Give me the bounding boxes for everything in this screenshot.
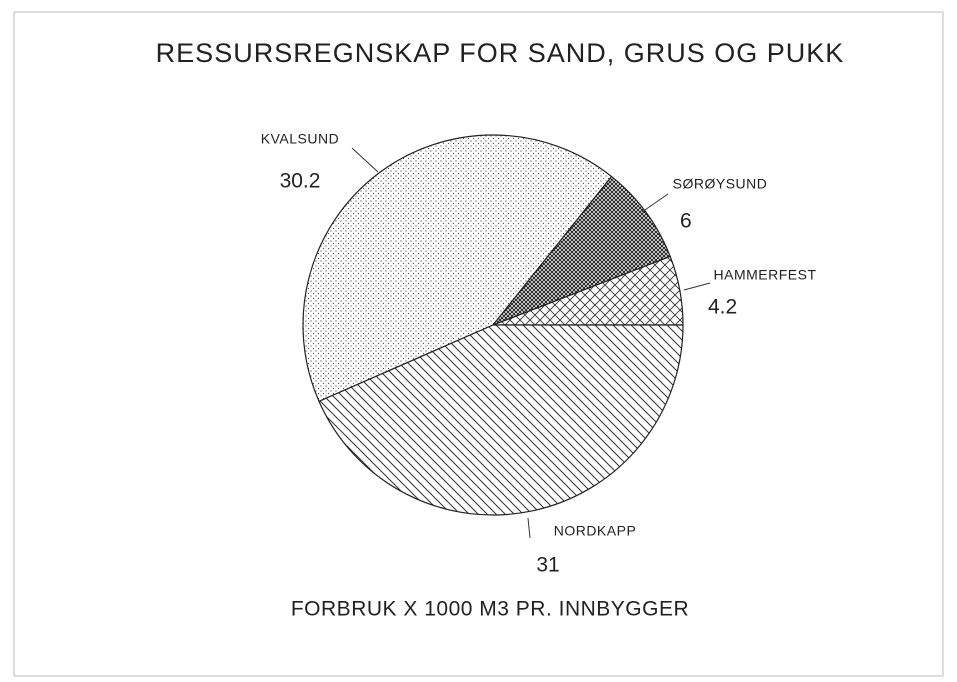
- pie-slice: [491, 175, 671, 327]
- pie-slice: [318, 324, 684, 516]
- data-label: 6: [680, 210, 692, 233]
- slice-label: NORDKAPP: [554, 523, 637, 539]
- slice-label: HAMMERFEST: [714, 267, 817, 283]
- frame: [13, 11, 944, 677]
- pie-slice: [302, 134, 613, 403]
- slice-label: SØRØYSUND: [673, 176, 768, 192]
- leader-line: [641, 193, 669, 213]
- chart-subtitle: FORBRUK X 1000 M3 PR. INNBYGGER: [291, 598, 689, 621]
- data-label: 31: [536, 554, 559, 577]
- data-label: 4.2: [708, 296, 737, 319]
- leader-line: [351, 147, 379, 173]
- chart-title: RESSURSREGNSKAP FOR SAND, GRUS OG PUKK: [156, 38, 845, 68]
- slice-label: KVALSUND: [261, 131, 339, 147]
- leader-line: [683, 282, 711, 291]
- leader-line: [527, 517, 531, 539]
- data-label: 30.2: [280, 170, 321, 193]
